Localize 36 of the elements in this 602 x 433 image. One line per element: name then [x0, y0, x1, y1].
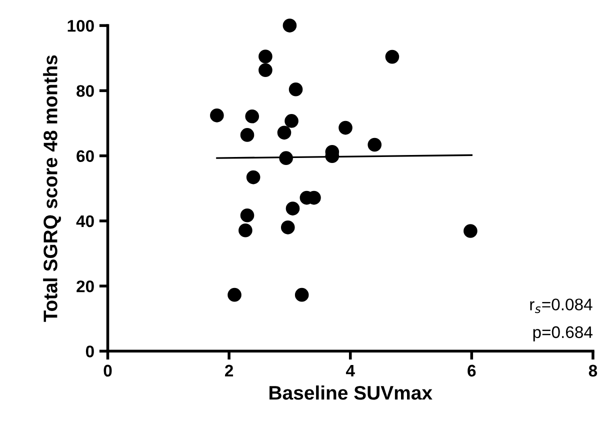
y-tick-label: 0 [86, 346, 94, 358]
point [210, 108, 224, 122]
annotation: p=0.684 [533, 326, 592, 342]
y-tick-label: 80 [76, 85, 94, 97]
point [258, 63, 272, 78]
x-tick-label: 6 [468, 364, 476, 377]
x-tick-label: 2 [225, 364, 234, 376]
point [245, 109, 260, 124]
annotation: r$_{s}$=0.084 [530, 298, 592, 314]
x-tick-label: 4 [346, 364, 355, 376]
point [277, 126, 292, 140]
point [282, 18, 297, 32]
point [368, 138, 382, 152]
x-axis-title: Baseline SUVmax [270, 385, 432, 400]
point [228, 288, 242, 302]
y-tick-label: 60 [76, 150, 94, 162]
point [288, 82, 303, 96]
point [338, 120, 352, 135]
point [240, 128, 254, 142]
point [464, 224, 478, 238]
point [238, 223, 252, 238]
y-axis-title: Total SGRQ score 48 months [43, 55, 61, 322]
point [280, 220, 295, 234]
y-tick-label: 40 [76, 215, 94, 228]
point [385, 50, 400, 64]
y-tick-label: 100 [68, 20, 94, 32]
y-tick-label: 20 [76, 280, 94, 292]
x-tick-label: 0 [104, 364, 112, 377]
point [286, 202, 300, 216]
point [240, 208, 254, 222]
point [284, 114, 298, 128]
point [246, 170, 260, 184]
point [258, 50, 272, 64]
point [294, 288, 309, 302]
point [279, 151, 293, 165]
x-tick-label: 8 [588, 364, 598, 377]
